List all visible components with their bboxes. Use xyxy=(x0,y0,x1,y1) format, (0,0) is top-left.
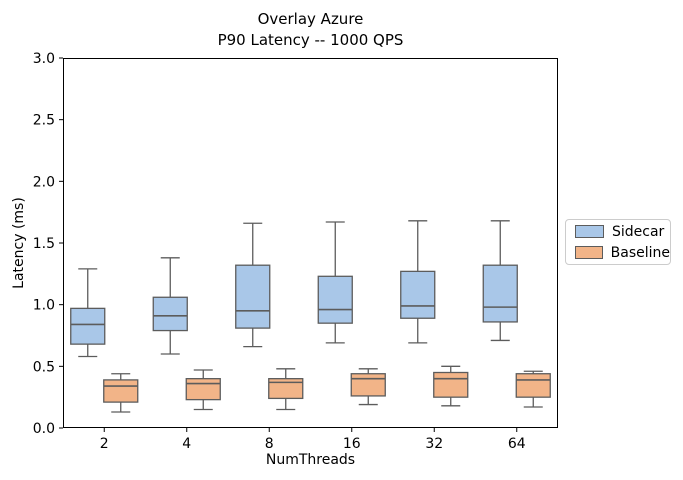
y-tick-label: 3.0 xyxy=(33,51,55,67)
box-sidecar-64 xyxy=(482,264,518,323)
chart-title: Overlay Azure P90 Latency -- 1000 QPS xyxy=(63,9,558,51)
y-tick-label: 2.0 xyxy=(33,174,55,190)
box-baseline-4 xyxy=(185,378,221,401)
legend-label-baseline: Baseline xyxy=(610,244,670,261)
x-tick-label: 32 xyxy=(425,436,443,452)
baseline-swatch-icon xyxy=(575,246,603,259)
sidecar-swatch-icon xyxy=(575,225,604,238)
box-sidecar-2 xyxy=(70,307,106,345)
box-baseline-16 xyxy=(350,373,386,397)
y-tick-label: 0.5 xyxy=(33,359,55,375)
y-tick-label: 0.0 xyxy=(33,421,55,437)
y-tick-label: 1.5 xyxy=(33,236,55,252)
box-sidecar-32 xyxy=(400,270,436,319)
legend-item-sidecar: Sidecar xyxy=(575,224,670,240)
x-tick-label: 16 xyxy=(343,436,361,452)
box-baseline-32 xyxy=(433,371,469,398)
legend-item-baseline: Baseline xyxy=(575,245,670,261)
y-axis-label: Latency (ms) xyxy=(11,197,27,289)
box-baseline-64 xyxy=(515,373,551,398)
legend-label-sidecar: Sidecar xyxy=(612,223,665,240)
x-tick-label: 64 xyxy=(508,436,526,452)
plot-border xyxy=(63,58,558,428)
legend: Sidecar Baseline xyxy=(565,219,671,265)
x-axis-label: NumThreads xyxy=(265,452,356,468)
box-baseline-8 xyxy=(268,378,304,400)
chart-title-line2: P90 Latency -- 1000 QPS xyxy=(217,31,404,49)
box-sidecar-16 xyxy=(317,275,353,324)
x-tick-label: 8 xyxy=(265,436,274,452)
x-tick-label: 4 xyxy=(182,436,191,452)
box-baseline-2 xyxy=(103,379,139,403)
box-sidecar-4 xyxy=(152,296,188,332)
y-tick-label: 1.0 xyxy=(33,298,55,314)
x-tick-label: 2 xyxy=(100,436,109,452)
y-tick-label: 2.5 xyxy=(33,113,55,129)
chart-title-line1: Overlay Azure xyxy=(257,10,364,28)
box-sidecar-8 xyxy=(235,264,271,329)
